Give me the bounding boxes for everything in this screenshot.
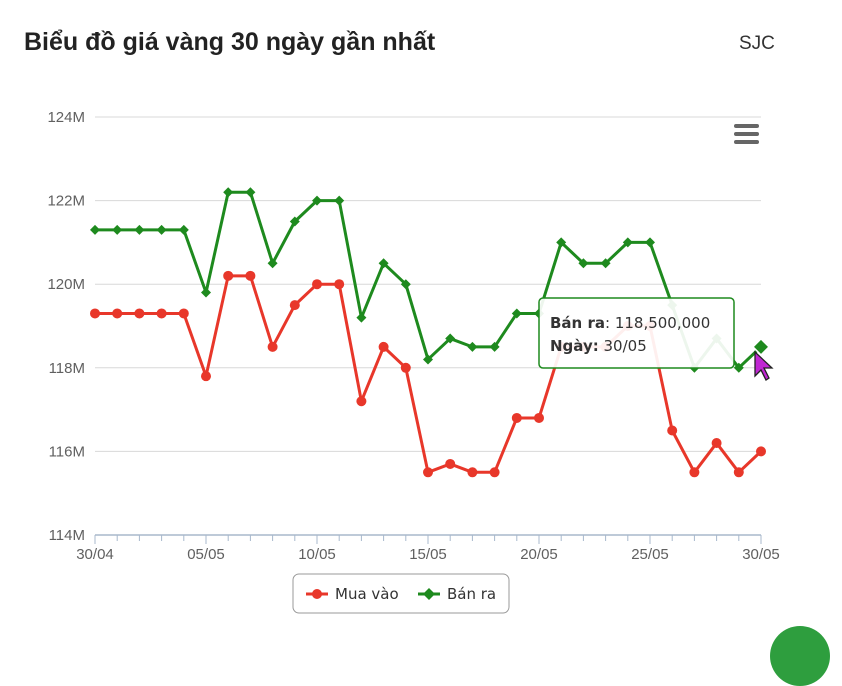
y-tick-label: 120M	[47, 276, 85, 293]
data-point[interactable]	[201, 371, 211, 382]
legend-buy-marker	[312, 589, 322, 599]
corner-badge[interactable]	[770, 626, 830, 686]
x-tick-label: 25/05	[631, 546, 669, 563]
legend-item-buy[interactable]: Mua vào	[306, 585, 399, 603]
hover-highlight	[751, 337, 771, 356]
y-tick-label: 124M	[47, 109, 85, 126]
y-tick-label: 116M	[49, 443, 85, 460]
y-tick-label: 122M	[47, 193, 85, 210]
data-point[interactable]	[445, 333, 456, 344]
hamburger-menu-icon[interactable]	[734, 124, 759, 144]
data-point[interactable]	[312, 279, 322, 290]
data-point[interactable]	[600, 258, 611, 269]
data-point[interactable]	[467, 341, 478, 352]
data-point[interactable]	[622, 237, 633, 248]
x-tick-label: 15/05	[409, 546, 447, 563]
legend-sell-label: Bán ra	[447, 585, 496, 603]
data-point[interactable]	[689, 467, 700, 478]
data-point[interactable]	[334, 195, 345, 206]
tooltip-date-label: Ngày	[550, 337, 593, 355]
tooltip-line-1: Bán ra: 118,500,000	[550, 314, 710, 332]
page-title: Biểu đồ giá vàng 30 ngày gần nhất	[24, 28, 436, 56]
data-point[interactable]	[289, 216, 300, 227]
data-point[interactable]	[423, 354, 433, 365]
data-point[interactable]	[356, 312, 367, 323]
data-point[interactable]	[90, 224, 100, 235]
legend-box	[292, 573, 510, 614]
data-point[interactable]	[178, 308, 189, 319]
legend-buy-label: Mua vào	[335, 585, 399, 603]
data-point[interactable]	[201, 287, 211, 298]
tooltip-line-2: Ngày: 30/05	[550, 337, 647, 355]
data-point[interactable]	[489, 341, 500, 352]
data-point[interactable]	[534, 412, 544, 423]
y-axis-labels: 114M 116M 118M 120M 122M 124M	[47, 109, 85, 544]
data-point[interactable]	[312, 195, 322, 206]
price-chart: 114M 116M 118M 120M 122M 124M 30/04 05/05 10/05…	[47, 109, 780, 614]
x-tick-label: 20/05	[520, 546, 558, 563]
legend-item-sell[interactable]: Bán ra	[418, 585, 496, 603]
data-point[interactable]	[511, 412, 522, 423]
y-tick-label: 118M	[49, 360, 85, 377]
tooltip-series-label: Bán ra	[550, 314, 605, 332]
data-point[interactable]	[267, 258, 278, 269]
tooltip-box	[538, 297, 735, 369]
data-point[interactable]	[511, 308, 522, 319]
data-point[interactable]	[489, 467, 500, 478]
x-tick-label: 05/05	[187, 546, 225, 563]
data-point[interactable]	[667, 425, 678, 436]
data-point[interactable]	[467, 467, 478, 478]
x-axis: 30/04 05/05 10/05 15/05 20/05 25/05 30/05	[76, 534, 780, 563]
data-point[interactable]	[223, 270, 234, 281]
data-point[interactable]	[400, 279, 411, 290]
tooltip-value: 118,500,000	[615, 314, 710, 332]
data-point[interactable]	[245, 270, 256, 281]
hovered-point[interactable]	[751, 337, 771, 356]
data-point[interactable]	[289, 300, 300, 311]
data-point[interactable]	[223, 187, 234, 198]
data-point[interactable]	[423, 467, 433, 478]
data-point[interactable]	[445, 458, 456, 469]
data-point[interactable]	[112, 224, 123, 235]
x-tick-label: 30/05	[742, 546, 780, 563]
data-point[interactable]	[178, 224, 189, 235]
data-point[interactable]	[378, 341, 389, 352]
data-point[interactable]	[112, 308, 123, 319]
data-point[interactable]	[334, 279, 345, 290]
data-point[interactable]	[756, 446, 766, 457]
legend-sell-marker	[423, 588, 435, 600]
x-tick-label: 10/05	[298, 546, 336, 563]
data-point[interactable]	[733, 362, 744, 373]
data-point[interactable]	[711, 438, 722, 449]
data-point[interactable]	[578, 258, 589, 269]
data-point[interactable]	[245, 187, 256, 198]
tooltip: Bán ra: 118,500,000 Ngày: 30/05	[538, 297, 735, 369]
x-tick-label: 30/04	[76, 546, 114, 563]
data-point[interactable]	[90, 308, 100, 319]
data-point[interactable]	[400, 362, 411, 373]
data-point[interactable]	[267, 341, 278, 352]
data-point[interactable]	[378, 258, 389, 269]
data-point[interactable]	[356, 396, 367, 407]
data-point[interactable]	[645, 237, 655, 248]
tooltip-date: 30/05	[604, 337, 647, 355]
data-point[interactable]	[134, 224, 145, 235]
brand-label: SJC	[739, 33, 775, 54]
legend: Mua vào Bán ra	[292, 573, 510, 614]
data-point[interactable]	[156, 224, 167, 235]
data-point[interactable]	[733, 467, 744, 478]
pointer-cursor-icon	[754, 350, 774, 381]
data-point[interactable]	[156, 308, 167, 319]
data-point[interactable]	[556, 237, 567, 248]
data-point[interactable]	[134, 308, 145, 319]
y-tick-label: 114M	[49, 527, 85, 544]
